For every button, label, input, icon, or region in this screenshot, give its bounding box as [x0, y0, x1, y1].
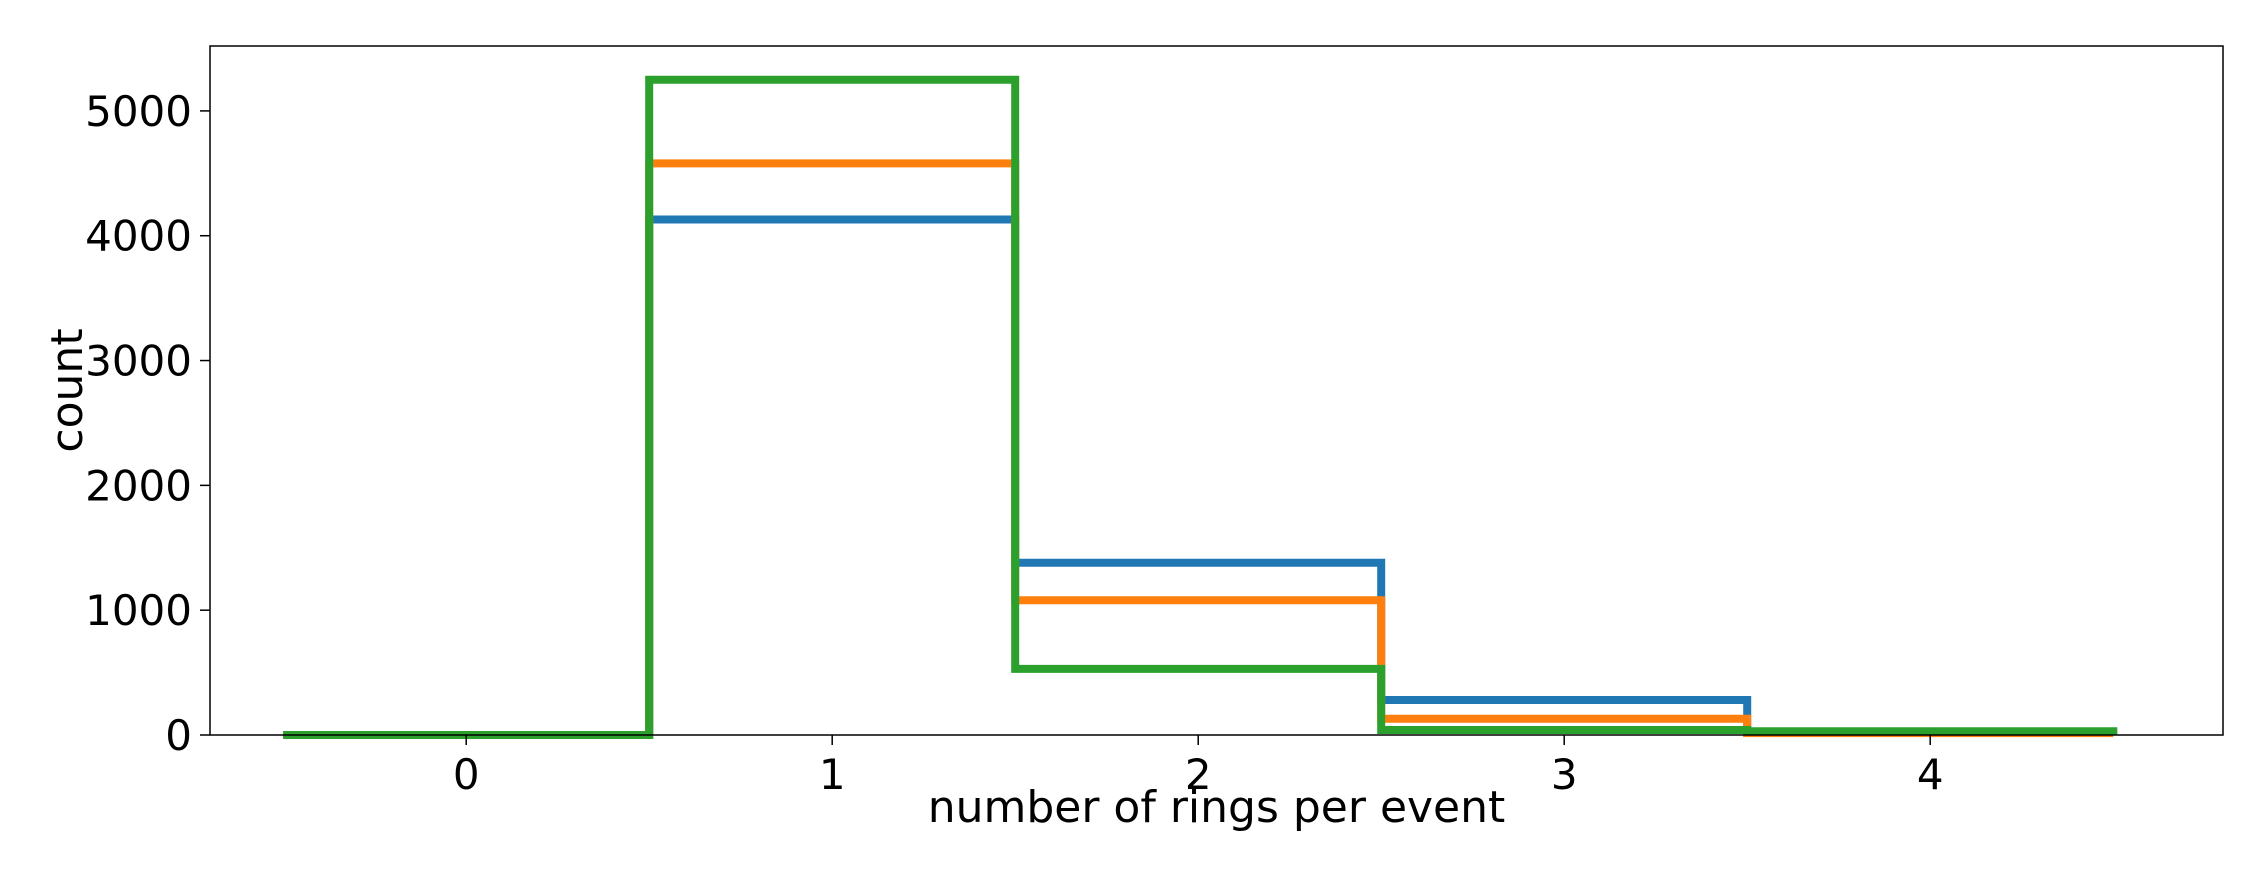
y-tick-label: 5000: [85, 87, 192, 136]
x-tick-label: 4: [1917, 750, 1944, 799]
series-2-step-line: [283, 75, 2118, 739]
y-axis: 0 1000 2000 3000 4000 5000: [85, 87, 210, 760]
x-tick-label: 2: [1185, 750, 1212, 799]
y-tick-label: 4000: [85, 212, 192, 261]
y-tick-label: 2000: [85, 461, 192, 510]
plot-frame: [209, 45, 2224, 736]
y-tick-label: 0: [165, 711, 192, 760]
x-tick-label: 0: [453, 750, 480, 799]
y-tick-label: 3000: [85, 337, 192, 386]
series-0-step-line: [283, 215, 2118, 739]
series-layer: [283, 75, 2118, 739]
y-axis-label: count: [42, 328, 93, 452]
x-tick-label: 1: [819, 750, 846, 799]
y-tick-label: 1000: [85, 586, 192, 635]
x-axis: 0 1 2 3 4: [453, 735, 1944, 799]
x-axis-label: number of rings per event: [928, 782, 1506, 833]
x-tick-label: 3: [1551, 750, 1578, 799]
series-1-step-line: [283, 159, 2118, 739]
